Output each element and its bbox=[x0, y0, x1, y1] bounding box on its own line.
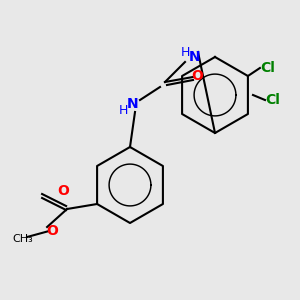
Text: Cl: Cl bbox=[260, 61, 275, 75]
Text: N: N bbox=[127, 97, 139, 111]
Text: O: O bbox=[46, 224, 58, 238]
Text: CH₃: CH₃ bbox=[13, 234, 34, 244]
Text: H: H bbox=[118, 103, 128, 116]
Text: O: O bbox=[191, 69, 203, 83]
Text: Cl: Cl bbox=[266, 93, 280, 107]
Text: O: O bbox=[57, 184, 69, 198]
Text: N: N bbox=[189, 50, 201, 64]
Text: H: H bbox=[180, 46, 190, 59]
